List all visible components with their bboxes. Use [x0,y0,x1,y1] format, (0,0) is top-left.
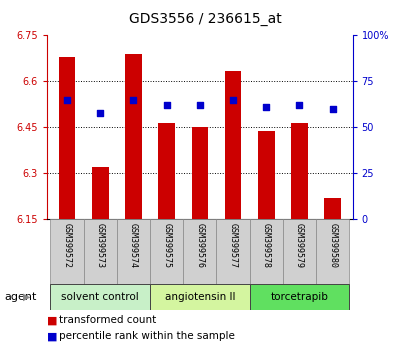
Text: GSM399574: GSM399574 [129,223,138,268]
Bar [83,219,117,285]
Bar [224,71,241,219]
Point [64,97,70,103]
Bar [324,198,340,219]
Text: GSM399579: GSM399579 [294,223,303,268]
Text: angiotensin II: angiotensin II [164,292,234,302]
Text: torcetrapib: torcetrapib [270,292,328,302]
Text: GDS3556 / 236615_at: GDS3556 / 236615_at [128,12,281,27]
Point [97,110,103,115]
Text: agent: agent [4,292,36,302]
Text: GSM399576: GSM399576 [195,223,204,268]
Text: GSM399578: GSM399578 [261,223,270,268]
Point [328,106,335,112]
Bar [183,219,216,285]
Bar [150,284,249,310]
Text: ▶: ▶ [23,292,30,302]
Bar [315,219,348,285]
Bar [117,219,150,285]
Bar [150,219,183,285]
Bar [58,57,75,219]
Bar [249,219,282,285]
Point [229,97,236,103]
Bar [249,284,348,310]
Text: ■: ■ [47,315,58,325]
Bar [125,54,142,219]
Bar [158,123,175,219]
Text: solvent control: solvent control [61,292,139,302]
Bar [50,219,83,285]
Text: GSM399577: GSM399577 [228,223,237,268]
Point [295,103,302,108]
Bar [282,219,315,285]
Text: GSM399573: GSM399573 [96,223,105,268]
Text: GSM399575: GSM399575 [162,223,171,268]
Bar [290,123,307,219]
Text: percentile rank within the sample: percentile rank within the sample [59,331,235,341]
Text: transformed count: transformed count [59,315,156,325]
Bar [216,219,249,285]
Bar [92,167,108,219]
Text: ■: ■ [47,331,58,341]
Point [130,97,137,103]
Bar [257,131,274,219]
Point [163,103,170,108]
Point [196,103,203,108]
Bar [50,284,150,310]
Point [262,104,269,110]
Bar [191,127,208,219]
Text: GSM399580: GSM399580 [327,223,336,268]
Text: GSM399572: GSM399572 [63,223,72,268]
